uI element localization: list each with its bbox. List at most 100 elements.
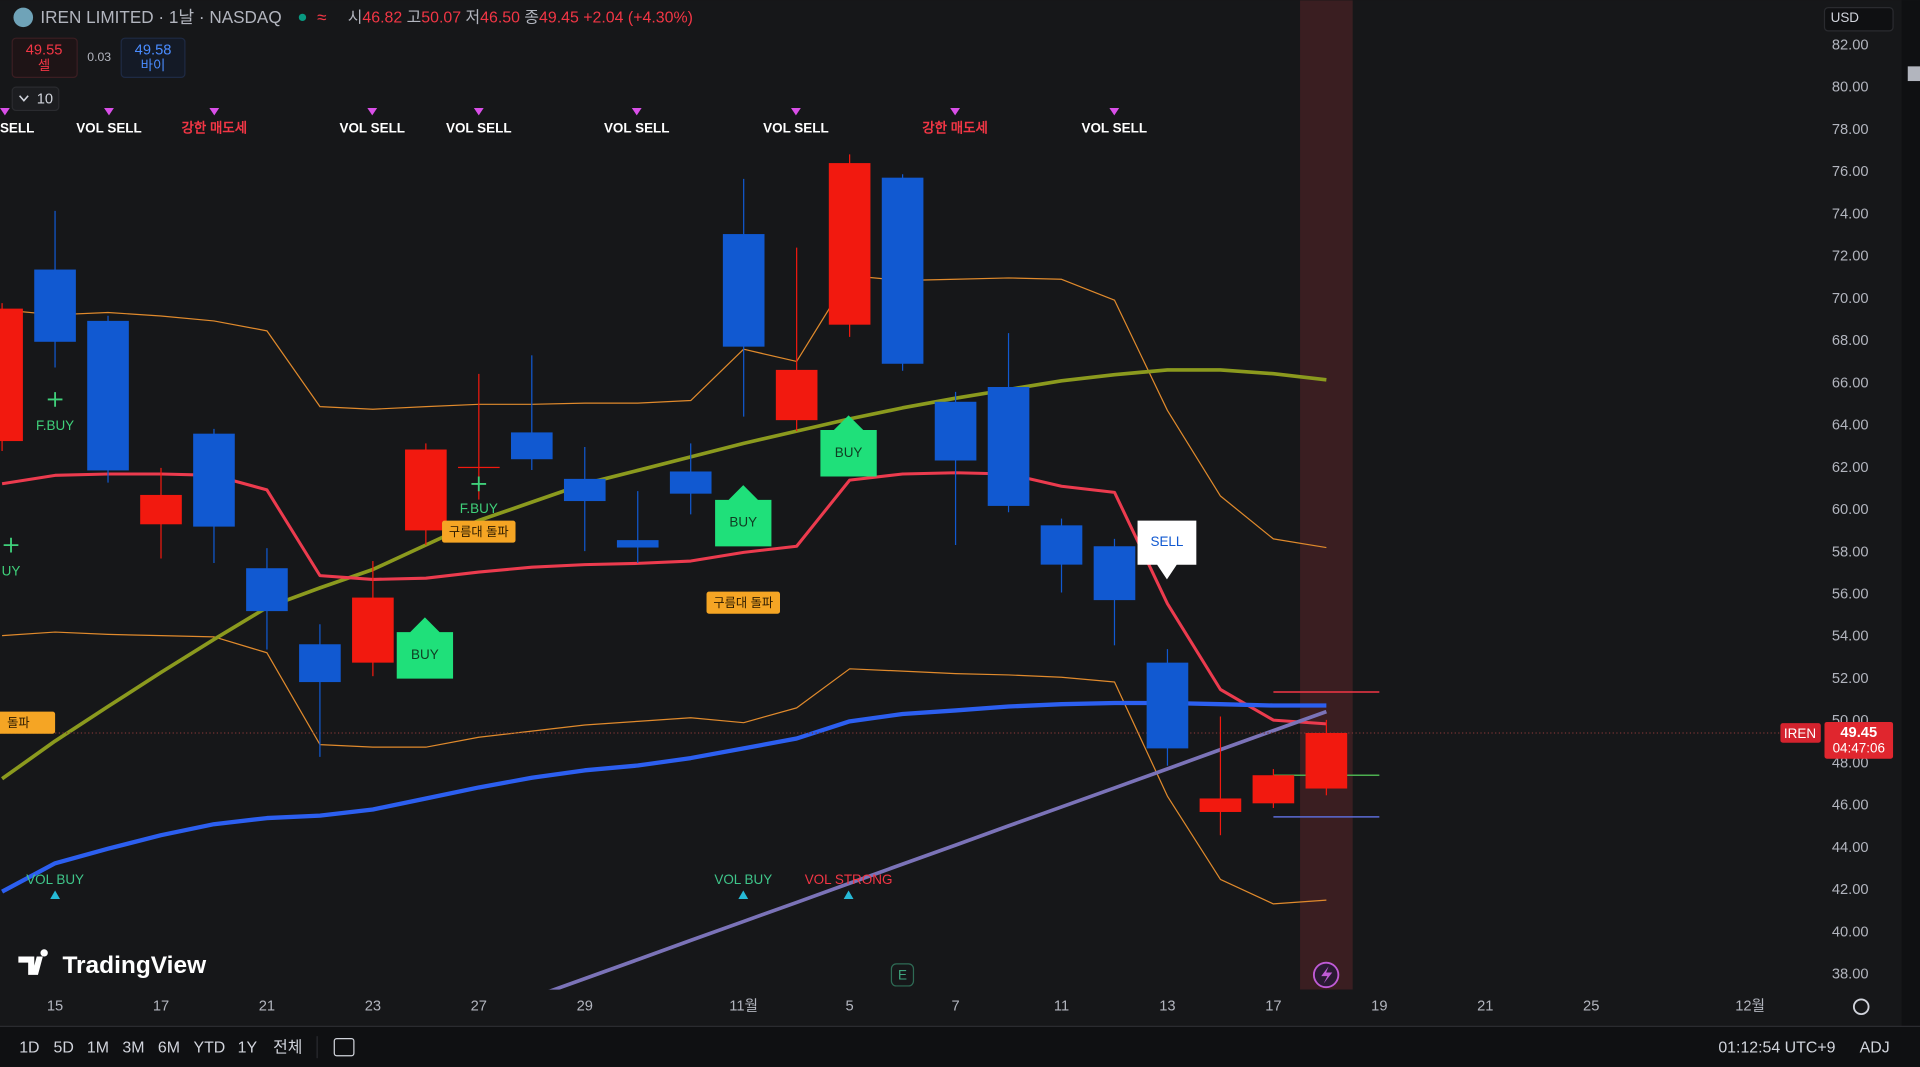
y-tick-label: 42.00 <box>1832 882 1869 898</box>
symbol-title[interactable]: IREN LIMITED · 1날 · NASDAQ <box>40 7 281 27</box>
ohlc-value: 46.50 <box>480 10 520 27</box>
fbuy-cross <box>47 392 63 407</box>
signal-marker <box>367 107 378 116</box>
range-buttons: 1D 5D 1M 3M 6M YTD 1Y 전체 <box>19 1039 302 1057</box>
cloud-badge <box>0 711 56 734</box>
adj-toggle[interactable]: ADJ <box>1860 1040 1890 1057</box>
range-button[interactable]: 1D <box>19 1040 39 1057</box>
signal-label: VOL SELL <box>1082 120 1148 135</box>
y-tick-label: 74.00 <box>1832 206 1869 222</box>
candle-body <box>722 234 765 347</box>
x-tick-label: 12월 <box>1735 998 1765 1015</box>
cloud-text: 구름대 돌파 <box>713 596 773 610</box>
indicator-line <box>1 368 1327 781</box>
y-tick-label: 80.00 <box>1832 80 1869 96</box>
buy-button[interactable] <box>120 37 186 78</box>
earnings-badge[interactable] <box>890 963 915 987</box>
y-tick-label: 40.00 <box>1832 924 1869 940</box>
candle-body <box>934 401 977 461</box>
scrollbar-track <box>1901 0 1920 1027</box>
signal-marker <box>791 107 801 116</box>
candle-body <box>775 369 818 421</box>
x-tick-label: 19 <box>1371 999 1387 1015</box>
settings-icon[interactable] <box>1852 998 1870 1016</box>
y-tick-label: 52.00 <box>1832 671 1869 687</box>
signal-marker <box>950 107 960 116</box>
signal-label: 강한 매도세 <box>922 119 988 135</box>
candle-body <box>193 433 235 527</box>
signal-label: VOL BUY <box>26 872 84 887</box>
fbuy-text: F.BUY <box>460 501 498 516</box>
candle-body <box>34 269 76 342</box>
range-button[interactable]: 전체 <box>273 1039 302 1057</box>
x-tick-label: 5 <box>846 999 854 1015</box>
y-tick-label: 76.00 <box>1832 164 1869 180</box>
range-button[interactable]: YTD <box>193 1040 225 1057</box>
candle-body <box>352 597 394 663</box>
indicator-line <box>2 631 1327 905</box>
currency-button[interactable] <box>1823 6 1894 32</box>
symbol-tag <box>1780 723 1821 743</box>
currency: USD <box>1831 10 1860 25</box>
signal-marker <box>738 890 749 900</box>
buy-text: BUY <box>411 647 439 662</box>
price-tag-countdown: 04:47:06 <box>1833 740 1885 755</box>
candle-body <box>881 177 924 364</box>
current-bar-highlight <box>1300 0 1353 990</box>
y-tick-label: 72.00 <box>1832 249 1869 265</box>
indicator-line <box>2 275 1327 549</box>
range-button[interactable]: 1M <box>87 1040 109 1057</box>
signal-label: VOL SELL <box>604 120 670 135</box>
cloud-badge <box>442 520 516 543</box>
indicator-line <box>548 709 1327 990</box>
y-tick-label: 66.00 <box>1832 375 1869 391</box>
sell-text: SELL <box>1150 534 1183 549</box>
candle-body <box>299 644 341 683</box>
signal-label: VOL SELL <box>446 120 512 135</box>
range-button[interactable]: 1Y <box>238 1040 258 1057</box>
ohlc-value: 46.82 <box>362 10 402 27</box>
fbuy-cross <box>3 537 19 553</box>
candle-body <box>0 308 23 442</box>
y-tick-label: 82.00 <box>1832 37 1869 53</box>
buy-badge <box>396 617 454 679</box>
ohlc-change: +2.04 (+4.30%) <box>583 10 693 27</box>
sell-button[interactable] <box>11 37 78 78</box>
indicator-toggle[interactable] <box>11 86 60 112</box>
y-tick-label: 70.00 <box>1832 291 1869 307</box>
lightning <box>1321 966 1333 984</box>
candle-body <box>510 432 553 460</box>
plot-area: SELL VOL SELL 강한 매도세 VOL SELL VOL SELL VOL SE… <box>0 0 1819 990</box>
candle-body <box>1252 775 1295 804</box>
candle-body <box>1199 798 1242 812</box>
signal-label: VOL BUY <box>714 872 772 887</box>
candle-body <box>828 163 871 325</box>
sell-label: 셀 <box>38 58 50 73</box>
scrollbar-thumb[interactable] <box>1907 66 1920 82</box>
signal-label: VOL SELL <box>339 120 405 135</box>
y-tick-label: 48.00 <box>1832 755 1869 771</box>
chevron <box>18 95 29 102</box>
range-button[interactable]: 6M <box>158 1040 180 1057</box>
signal-marker <box>1109 107 1120 116</box>
buy-text: BUY <box>835 445 863 460</box>
y-tick-label: 62.00 <box>1832 460 1869 476</box>
candle-body <box>1093 546 1136 601</box>
fbuy-text: UY <box>2 564 21 579</box>
range-button[interactable]: 5D <box>54 1040 74 1057</box>
ohlc: 시46.82 고50.07 저46.50 종49.45 +2.04 (+4.30… <box>348 9 693 27</box>
y-tick-label: 46.00 <box>1832 798 1869 814</box>
range-button[interactable]: 3M <box>122 1040 144 1057</box>
fbuy-text: F.BUY <box>36 418 74 433</box>
y-tick-label: 64.00 <box>1832 418 1869 434</box>
ohlc-value: 49.45 <box>539 10 579 27</box>
market-status <box>298 13 307 22</box>
ohlc-label: 종 <box>524 10 539 27</box>
buy-text: BUY <box>729 515 757 530</box>
date-range-icon[interactable] <box>333 1037 355 1057</box>
buy-label: 바이 <box>141 58 166 73</box>
cloud-text: 돌파 <box>7 716 30 730</box>
y-tick-label: 78.00 <box>1832 122 1869 138</box>
candle-body <box>563 478 606 502</box>
signal-label: VOL SELL <box>76 120 142 135</box>
